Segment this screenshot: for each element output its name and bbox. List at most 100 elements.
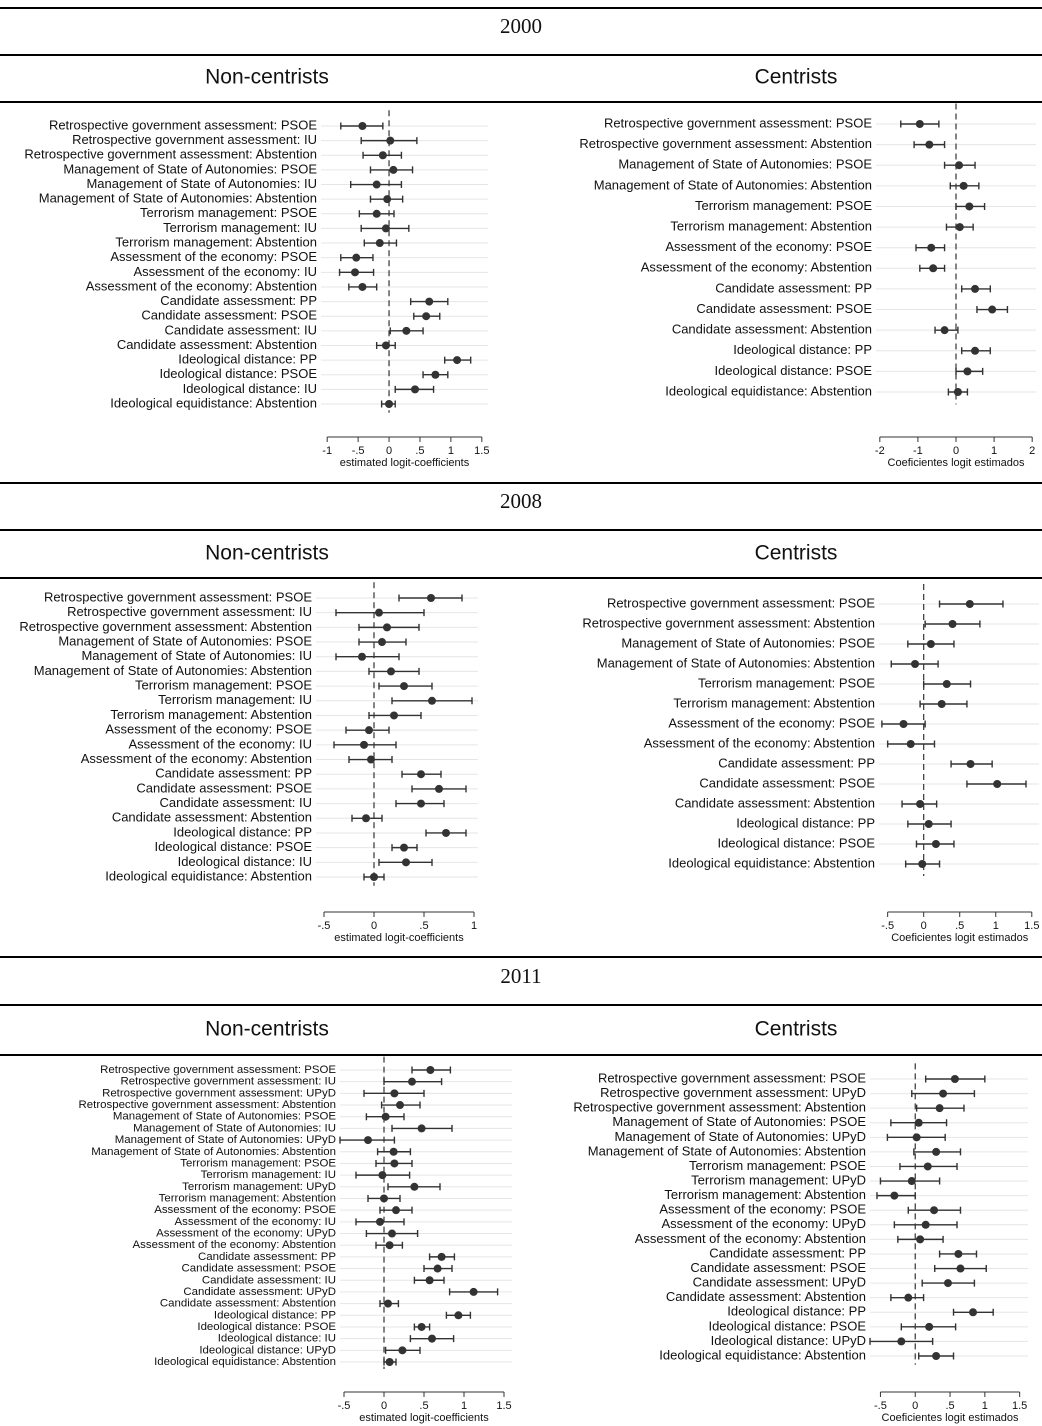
point-estimate bbox=[959, 181, 968, 190]
row-label: Retrospective government assessment: PSO… bbox=[607, 595, 875, 610]
point-estimate bbox=[955, 223, 964, 232]
point-estimate bbox=[380, 1194, 388, 1203]
point-estimate bbox=[425, 297, 434, 306]
point-estimate bbox=[388, 1229, 396, 1238]
point-estimate bbox=[370, 873, 378, 881]
point-estimate bbox=[911, 660, 920, 668]
row-label: Ideological distance: IU bbox=[178, 854, 312, 869]
row-label: Retrospective government assessment: Abs… bbox=[582, 615, 875, 630]
row-label: Assessment of the economy: PSOE bbox=[105, 722, 312, 737]
point-estimate bbox=[435, 784, 443, 793]
point-estimate bbox=[358, 122, 367, 130]
point-estimate bbox=[386, 136, 395, 145]
x-tick-label: 1.5 bbox=[496, 1400, 511, 1412]
row-label: Candidate assessment: Abstention bbox=[117, 337, 317, 352]
point-estimate bbox=[385, 400, 394, 408]
row-label: Assessment of the economy: Abstention bbox=[81, 751, 312, 766]
x-tick-label: .5 bbox=[945, 1400, 954, 1412]
x-tick-label: 0 bbox=[953, 445, 959, 457]
x-tick-label: 0 bbox=[381, 1400, 387, 1412]
point-estimate bbox=[954, 1249, 963, 1258]
point-estimate bbox=[899, 720, 908, 728]
point-estimate bbox=[956, 1264, 965, 1273]
row-label: Retrospective government assessment: Abs… bbox=[79, 1099, 336, 1111]
row-label: Management of State of Autonomies: PSOE bbox=[113, 1111, 337, 1123]
x-tick-label: -.5 bbox=[881, 920, 894, 932]
row-label: Ideological distance: PSOE bbox=[708, 1318, 866, 1333]
row-label: Terrorism management: Abstention bbox=[110, 707, 312, 722]
point-estimate bbox=[417, 1322, 426, 1331]
row-label: Retrospective government assessment: UPy… bbox=[102, 1087, 336, 1099]
row-label: Candidate assessment: Abstention bbox=[666, 1289, 866, 1304]
point-estimate bbox=[442, 828, 450, 837]
point-estimate bbox=[385, 1358, 394, 1366]
point-estimate bbox=[375, 608, 383, 617]
point-estimate bbox=[912, 1133, 921, 1142]
point-estimate bbox=[400, 682, 408, 691]
point-estimate bbox=[926, 640, 935, 648]
row-label: Terrorism management: Abstention bbox=[670, 219, 872, 234]
x-tick-label: 0 bbox=[921, 920, 927, 932]
row-label: Management of State of Autonomies: Abste… bbox=[34, 663, 312, 678]
row-label: Assessment of the economy: Abstention bbox=[644, 735, 875, 750]
point-estimate bbox=[930, 1206, 939, 1215]
point-estimate bbox=[400, 843, 408, 852]
panel-title: Centrists bbox=[755, 1018, 838, 1041]
row-label: Management of State of Autonomies: Abste… bbox=[588, 1143, 866, 1158]
point-estimate bbox=[890, 1191, 899, 1200]
point-estimate bbox=[948, 620, 957, 628]
x-tick-label: -2 bbox=[875, 445, 885, 457]
point-estimate bbox=[426, 1066, 435, 1074]
point-estimate bbox=[398, 1346, 407, 1355]
point-estimate bbox=[389, 165, 398, 174]
row-label: Retrospective government assessment: PSO… bbox=[604, 115, 872, 130]
point-estimate bbox=[906, 740, 915, 748]
row-label: Ideological equidistance: Abstention bbox=[668, 855, 875, 870]
point-estimate bbox=[428, 696, 436, 705]
point-estimate bbox=[378, 638, 386, 647]
row-label: Candidate assessment: PSOE bbox=[696, 301, 872, 316]
point-estimate bbox=[381, 341, 390, 350]
row-label: Terrorism management: PSOE bbox=[135, 678, 312, 693]
x-axis-title: estimated logit-coefficients bbox=[340, 457, 470, 469]
point-estimate bbox=[454, 1311, 463, 1320]
row-label: Candidate assessment: PP bbox=[160, 293, 317, 308]
x-tick-label: 0 bbox=[386, 445, 392, 457]
point-estimate bbox=[372, 180, 381, 189]
row-label: Terrorism management: PSOE bbox=[140, 205, 317, 220]
row-label: Management of State of Autonomies: PSOE bbox=[58, 633, 312, 648]
point-estimate bbox=[411, 385, 420, 394]
row-label: Candidate assessment: PSOE bbox=[182, 1263, 337, 1275]
row-label: Ideological distance: PP bbox=[736, 815, 875, 830]
row-label: Ideological distance: IU bbox=[183, 381, 317, 396]
x-tick-label: -.5 bbox=[352, 445, 365, 457]
row-label: Candidate assessment: Abstention bbox=[675, 795, 875, 810]
point-estimate bbox=[390, 711, 398, 720]
row-label: Retrospective government assessment: IU bbox=[72, 132, 317, 147]
row-label: Terrorism management: UPyD bbox=[691, 1172, 866, 1187]
point-estimate bbox=[921, 1220, 930, 1229]
row-label: Management of State of Autonomies: UPyD bbox=[115, 1134, 336, 1146]
point-estimate bbox=[378, 151, 387, 160]
point-estimate bbox=[953, 388, 962, 396]
row-label: Candidate assessment: Abstention bbox=[672, 322, 872, 337]
row-label: Terrorism management: Abstention bbox=[115, 234, 317, 249]
row-label: Management of State of Autonomies: PSOE bbox=[618, 157, 872, 172]
row-label: Terrorism management: PSOE bbox=[180, 1157, 336, 1169]
row-label: Assessment of the economy: UPyD bbox=[156, 1228, 336, 1240]
row-label: Ideological distance: UPyD bbox=[711, 1333, 866, 1348]
row-label: Assessment of the economy: Abstention bbox=[635, 1231, 866, 1246]
point-estimate bbox=[417, 1124, 426, 1133]
error-bar bbox=[335, 653, 400, 661]
point-estimate bbox=[410, 1182, 419, 1191]
section-year: 2008 bbox=[500, 489, 542, 513]
point-estimate bbox=[943, 1279, 952, 1288]
row-label: Candidate assessment: PP bbox=[155, 766, 312, 781]
x-tick-label: 1 bbox=[448, 445, 454, 457]
panel-title: Non-centrists bbox=[205, 66, 329, 89]
row-label: Management of State of Autonomies: Abste… bbox=[597, 655, 875, 670]
row-label: Terrorism management: PSOE bbox=[689, 1158, 866, 1173]
row-label: Terrorism management: IU bbox=[201, 1169, 336, 1181]
point-estimate bbox=[384, 1299, 392, 1308]
x-axis-title: estimated logit-coefficients bbox=[334, 932, 464, 944]
